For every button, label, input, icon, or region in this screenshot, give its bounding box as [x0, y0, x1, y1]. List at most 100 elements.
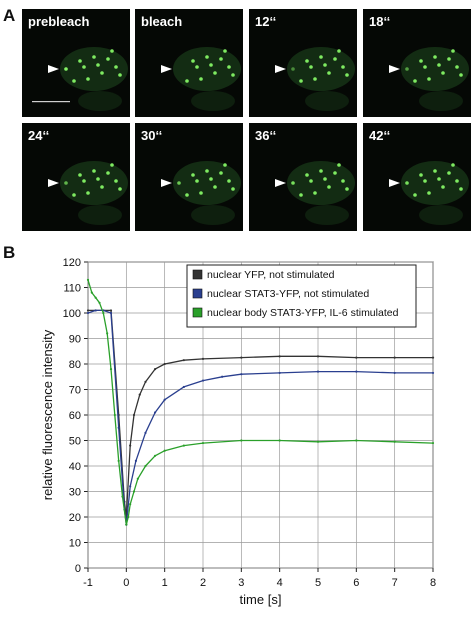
- microscopy-image: [48, 161, 128, 225]
- data-point: [138, 393, 141, 396]
- data-point: [86, 311, 90, 315]
- x-tick-label: 8: [430, 577, 436, 589]
- cell-region: [78, 91, 122, 111]
- x-tick-label: -1: [83, 577, 93, 589]
- data-point: [182, 385, 185, 389]
- data-point: [136, 477, 139, 480]
- nuclear-body-spot: [209, 63, 213, 67]
- arrowhead-icon: [48, 179, 59, 187]
- data-point: [144, 464, 147, 468]
- data-point: [90, 291, 93, 294]
- legend-swatch: [192, 269, 203, 280]
- arrowhead-icon: [389, 179, 400, 187]
- cell-region: [305, 91, 349, 111]
- data-point: [163, 398, 166, 401]
- data-point: [129, 485, 132, 488]
- data-point: [355, 439, 358, 442]
- data-point: [355, 370, 358, 373]
- data-point: [431, 356, 435, 359]
- arrowhead-icon: [48, 65, 59, 73]
- nuclear-body-spot: [327, 71, 331, 75]
- nuclear-body-spot: [185, 193, 189, 197]
- frame-label: 30‘‘: [141, 128, 163, 143]
- data-point: [117, 426, 120, 429]
- nuclear-body-spot: [291, 181, 295, 185]
- data-point: [129, 503, 132, 506]
- x-tick-label: 2: [200, 577, 206, 589]
- nuclear-body-spot: [223, 49, 227, 53]
- nuclear-body-spot: [433, 55, 437, 59]
- nuclear-body-spot: [447, 171, 451, 175]
- data-point: [153, 368, 157, 371]
- nuclear-body-spot: [405, 181, 409, 185]
- y-tick-label: 110: [63, 283, 81, 295]
- y-tick-label: 30: [69, 487, 81, 499]
- cell-region: [78, 205, 122, 225]
- cell-region: [419, 91, 463, 111]
- nuclear-body-spot: [423, 179, 427, 183]
- x-tick-label: 5: [315, 577, 321, 589]
- nuclear-body-spot: [78, 59, 82, 63]
- nuclear-body-spot: [413, 79, 417, 83]
- data-point: [86, 278, 90, 281]
- nuclear-body-spot: [78, 173, 82, 177]
- data-point: [278, 371, 281, 375]
- data-point: [153, 454, 157, 457]
- nuclear-body-spot: [327, 185, 331, 189]
- frame-tile: 24‘‘: [22, 123, 130, 231]
- nuclear-body-spot: [341, 65, 345, 69]
- nuclear-body-spot: [106, 57, 110, 61]
- x-axis-label: time [s]: [240, 592, 282, 607]
- nuclear-body-spot: [86, 77, 90, 81]
- microscopy-image: [389, 161, 469, 225]
- microscopy-image: [275, 161, 355, 225]
- nuclear-body-spot: [100, 71, 104, 75]
- nuclear-body-spot: [96, 177, 100, 181]
- frame-tile: 12‘‘: [249, 9, 357, 117]
- frame-label: 42‘‘: [369, 128, 391, 143]
- data-point: [240, 356, 243, 359]
- nuclear-body-spot: [291, 67, 295, 71]
- nuclear-body-spot: [437, 177, 441, 181]
- nuclear-body-spot: [213, 71, 217, 75]
- cell-nucleus: [60, 47, 128, 91]
- frame-label: bleach: [141, 14, 183, 29]
- nuclear-body-spot: [118, 73, 122, 77]
- data-point: [393, 440, 396, 443]
- cell-nucleus: [287, 161, 355, 205]
- nuclear-body-spot: [177, 181, 181, 185]
- y-tick-label: 10: [69, 538, 81, 550]
- data-point: [182, 359, 185, 362]
- x-tick-label: 3: [238, 577, 244, 589]
- nuclear-body-spot: [333, 57, 337, 61]
- nuclear-body-spot: [213, 185, 217, 189]
- data-point: [355, 356, 358, 359]
- frame-label: prebleach: [28, 14, 90, 29]
- nuclear-body-spot: [419, 173, 423, 177]
- y-tick-label: 60: [69, 410, 81, 422]
- frame-label: 36‘‘: [255, 128, 277, 143]
- nuclear-body-spot: [423, 65, 427, 69]
- panel-letter-a: A: [3, 6, 16, 25]
- cell-nucleus: [287, 47, 355, 91]
- cell-nucleus: [401, 47, 469, 91]
- x-tick-label: 6: [353, 577, 359, 589]
- data-point: [86, 309, 90, 312]
- nuclear-body-spot: [231, 73, 235, 77]
- microscopy-image: [161, 47, 241, 111]
- nuclear-body-spot: [219, 57, 223, 61]
- arrowhead-icon: [389, 65, 400, 73]
- frame-tile: 42‘‘: [363, 123, 471, 231]
- data-point: [94, 296, 97, 299]
- data-point: [240, 373, 243, 376]
- nuclear-body-spot: [195, 65, 199, 69]
- nuclear-body-spot: [114, 65, 118, 69]
- frame-tile: 18‘‘: [363, 9, 471, 117]
- nuclear-body-spot: [199, 191, 203, 195]
- nuclear-body-spot: [96, 63, 100, 67]
- data-point: [153, 411, 157, 414]
- nuclear-body-spot: [191, 173, 195, 177]
- nuclear-body-spot: [64, 181, 68, 185]
- arrowhead-icon: [161, 65, 172, 73]
- nuclear-body-spot: [455, 179, 459, 183]
